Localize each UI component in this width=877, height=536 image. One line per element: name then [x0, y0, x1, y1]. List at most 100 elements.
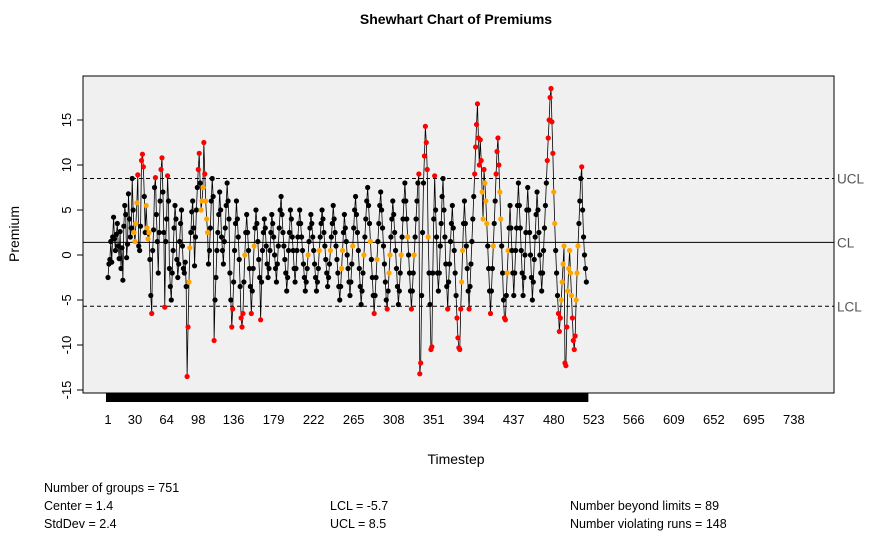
data-point [503, 292, 509, 299]
data-point [114, 220, 120, 227]
data-point [479, 189, 485, 195]
data-point [379, 207, 385, 213]
data-point [363, 216, 369, 222]
data-point [542, 202, 549, 209]
stat-stddev: StdDev = 2.4 [44, 517, 117, 531]
data-point [279, 211, 285, 218]
x-tick-label: 98 [191, 412, 205, 427]
chart-title: Shewhart Chart of Premiums [360, 11, 552, 27]
data-point [314, 279, 320, 285]
data-point [421, 153, 428, 159]
data-point [445, 306, 451, 312]
ucl-label: UCL [837, 172, 864, 187]
data-point [450, 225, 456, 231]
data-point [158, 166, 164, 173]
data-point [154, 238, 160, 245]
data-point [235, 234, 241, 240]
data-point [195, 166, 201, 173]
data-point [286, 229, 293, 236]
data-point [265, 274, 271, 281]
data-point [462, 220, 468, 227]
data-point [439, 193, 445, 200]
data-point [232, 220, 239, 227]
data-point [377, 202, 383, 209]
data-point [233, 198, 240, 204]
data-point [581, 252, 588, 258]
y-axis: -15 -10 -5 0 5 10 15 [59, 113, 84, 399]
data-point [482, 180, 488, 186]
data-point [192, 234, 199, 240]
data-point [276, 225, 282, 231]
data-point [152, 175, 159, 181]
data-point [453, 292, 459, 299]
data-point [466, 306, 472, 312]
data-point [463, 243, 469, 249]
data-point [378, 189, 384, 195]
data-point [402, 180, 408, 186]
data-point [580, 234, 587, 240]
data-point [340, 229, 347, 236]
data-point [175, 274, 181, 281]
data-point [367, 238, 374, 245]
data-point [432, 207, 439, 213]
data-point [426, 270, 432, 276]
data-point [239, 324, 245, 330]
data-point [487, 310, 494, 317]
data-point [575, 243, 581, 249]
stat-lcl: LCL = -5.7 [330, 499, 389, 513]
data-point [432, 173, 438, 179]
data-point [543, 180, 549, 186]
data-point [132, 238, 138, 245]
lcl-label: LCL [837, 299, 862, 314]
data-point [245, 247, 252, 254]
data-point [504, 270, 510, 276]
data-point [312, 274, 319, 281]
data-point [288, 216, 294, 222]
stat-violating-runs: Number violating runs = 148 [570, 517, 727, 531]
data-point [330, 202, 336, 209]
data-point [395, 301, 401, 308]
data-point [372, 292, 378, 299]
data-point [440, 175, 446, 182]
data-point [382, 279, 388, 285]
data-point [507, 202, 513, 209]
data-point [498, 216, 504, 222]
data-point [441, 207, 447, 213]
data-point [483, 198, 489, 204]
data-point [387, 252, 393, 258]
x-tick-label: 695 [743, 412, 765, 427]
data-point [227, 270, 233, 276]
data-point [285, 274, 291, 281]
data-point [329, 220, 335, 227]
data-point [298, 220, 304, 227]
x-tick-label: 222 [303, 412, 325, 427]
data-point [190, 198, 196, 204]
data-point [583, 279, 589, 285]
data-point [424, 166, 430, 173]
data-point [500, 297, 507, 303]
data-point [415, 180, 421, 186]
data-point [509, 247, 515, 254]
data-point [213, 274, 219, 281]
data-point [454, 315, 460, 321]
data-point [211, 337, 217, 344]
data-point [110, 214, 117, 220]
data-point [451, 247, 457, 254]
data-point [567, 247, 573, 254]
data-point [433, 234, 440, 240]
data-point [214, 247, 220, 254]
data-point [360, 270, 366, 276]
data-point [362, 234, 368, 240]
data-point [578, 175, 584, 182]
data-point [292, 279, 298, 285]
data-point [423, 139, 429, 146]
data-point [368, 256, 374, 263]
data-point [455, 335, 461, 341]
x-axis-label: Timestep [427, 451, 484, 467]
data-point [549, 119, 555, 125]
data-point [108, 238, 114, 245]
data-point [264, 261, 270, 267]
data-point [124, 241, 131, 247]
data-point [169, 270, 175, 276]
data-point [493, 171, 499, 177]
